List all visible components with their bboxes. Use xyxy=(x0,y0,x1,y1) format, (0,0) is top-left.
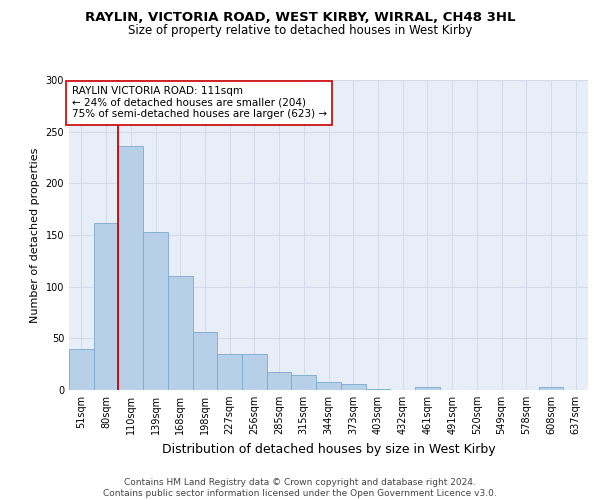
Bar xyxy=(415,387,440,390)
Bar xyxy=(242,354,267,390)
Text: Size of property relative to detached houses in West Kirby: Size of property relative to detached ho… xyxy=(128,24,472,37)
Text: RAYLIN VICTORIA ROAD: 111sqm
← 24% of detached houses are smaller (204)
75% of s: RAYLIN VICTORIA ROAD: 111sqm ← 24% of de… xyxy=(71,86,327,120)
X-axis label: Distribution of detached houses by size in West Kirby: Distribution of detached houses by size … xyxy=(161,442,496,456)
Bar xyxy=(143,232,168,390)
Bar xyxy=(292,374,316,390)
Bar xyxy=(365,389,390,390)
Bar xyxy=(193,332,217,390)
Bar xyxy=(316,382,341,390)
Y-axis label: Number of detached properties: Number of detached properties xyxy=(30,148,40,322)
Bar xyxy=(539,387,563,390)
Text: RAYLIN, VICTORIA ROAD, WEST KIRBY, WIRRAL, CH48 3HL: RAYLIN, VICTORIA ROAD, WEST KIRBY, WIRRA… xyxy=(85,11,515,24)
Bar xyxy=(217,354,242,390)
Bar xyxy=(69,348,94,390)
Text: Contains HM Land Registry data © Crown copyright and database right 2024.
Contai: Contains HM Land Registry data © Crown c… xyxy=(103,478,497,498)
Bar xyxy=(118,146,143,390)
Bar xyxy=(168,276,193,390)
Bar xyxy=(341,384,365,390)
Bar xyxy=(267,372,292,390)
Bar xyxy=(94,222,118,390)
